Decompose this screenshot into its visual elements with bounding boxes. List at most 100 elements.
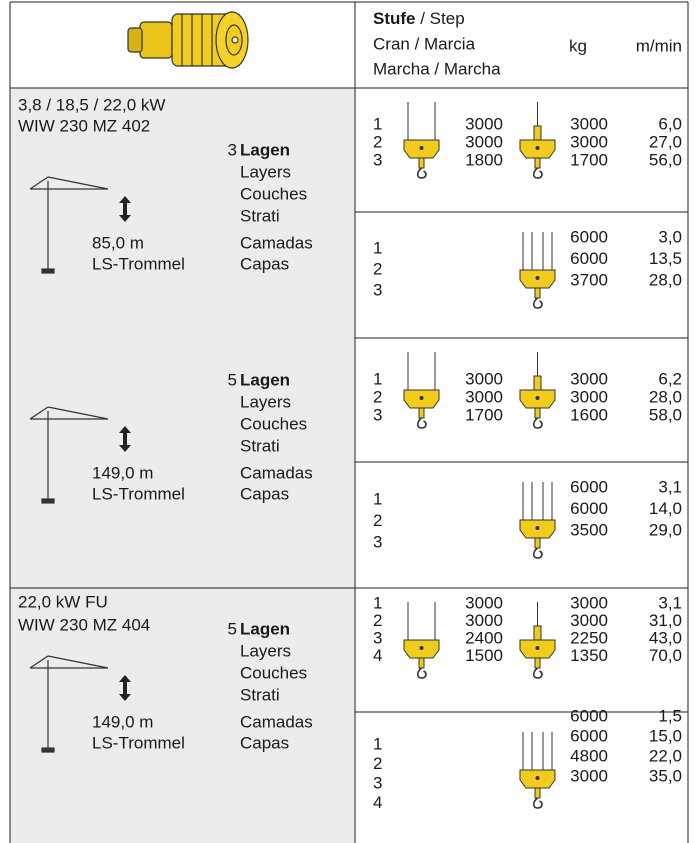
speed: 43,0 [649, 628, 682, 647]
step: 3 [373, 150, 382, 169]
header-cran: Cran / Marcia [373, 34, 476, 53]
step: 3 [373, 532, 382, 551]
load: 2250 [570, 628, 608, 647]
step: 1 [373, 238, 382, 257]
step: 2 [373, 259, 382, 278]
load-2-fall: 3000 [465, 369, 503, 388]
drum: LS-Trommel [92, 733, 185, 752]
step: 4 [373, 646, 382, 665]
layers-count: 5 [228, 370, 237, 389]
block-pin [536, 277, 539, 280]
hook-shank [535, 288, 540, 298]
top-sheave [534, 126, 541, 140]
layers-label: Strati [240, 206, 280, 225]
crane-base [42, 499, 54, 503]
speed: 27,0 [649, 132, 682, 151]
step: 2 [373, 387, 382, 406]
speed: 6,0 [658, 114, 682, 133]
step: 2 [373, 754, 382, 773]
layers-count: 5 [228, 619, 237, 638]
speed: 56,0 [649, 150, 682, 169]
load: 1350 [570, 646, 608, 665]
power: 22,0 kW FU [18, 592, 108, 611]
speed: 14,0 [649, 499, 682, 518]
hook-block-icon [404, 102, 439, 178]
layers-label-de: Lagen [240, 619, 290, 638]
step: 1 [373, 489, 382, 508]
power: 3,8 / 18,5 / 22,0 kW [18, 95, 165, 114]
hook-shank [419, 658, 424, 668]
step: 2 [373, 511, 382, 530]
load: 6000 [570, 227, 608, 246]
model: WIW 230 MZ 404 [18, 615, 150, 634]
hook [534, 798, 542, 808]
layers-label-de: Lagen [240, 140, 290, 159]
load: 3000 [570, 387, 608, 406]
layers-label: Capas [240, 254, 289, 273]
layers-label: Couches [240, 414, 307, 433]
step: 3 [373, 280, 382, 299]
step: 1 [373, 369, 382, 388]
spec-table: Stufe / Step Cran / Marcia kg m/min Marc… [0, 0, 697, 843]
layers-label: Layers [240, 162, 291, 181]
block-pin [420, 397, 423, 400]
hook [534, 548, 542, 558]
load-2-fall: 1700 [465, 405, 503, 424]
layers-label: Camadas [240, 233, 313, 252]
hook-shank [419, 408, 424, 418]
hook-block-icon [520, 352, 555, 428]
header-stufe: Stufe [373, 9, 416, 28]
step: 3 [373, 628, 382, 647]
hook-block-icon [404, 602, 439, 678]
step: 1 [373, 734, 382, 753]
block-pin [536, 647, 539, 650]
speed: 3,1 [658, 593, 682, 612]
hook-shank [535, 538, 540, 548]
load: 3000 [570, 611, 608, 630]
speed: 22,0 [649, 746, 682, 765]
block-pin [536, 527, 539, 530]
speed: 58,0 [649, 405, 682, 424]
hook [418, 668, 426, 678]
load: 6000 [570, 706, 608, 725]
rope-length: 149,0 m [92, 463, 153, 482]
load-2-fall: 3000 [465, 593, 503, 612]
hook-block-icon [520, 102, 555, 178]
layers-label: Capas [240, 733, 289, 752]
crane-base [42, 269, 54, 273]
layers-label: Couches [240, 184, 307, 203]
load: 3000 [570, 132, 608, 151]
drum: LS-Trommel [92, 484, 185, 503]
speed: 28,0 [649, 387, 682, 406]
load-2-fall: 3000 [465, 114, 503, 133]
step: 1 [373, 114, 382, 133]
load-2-fall: 2400 [465, 628, 503, 647]
layers-label: Layers [240, 641, 291, 660]
layers-label: Camadas [240, 463, 313, 482]
load-2-fall: 3000 [465, 132, 503, 151]
top-sheave [534, 376, 541, 390]
header-step: Stufe / Step [373, 9, 465, 28]
hook-shank [535, 408, 540, 418]
block-pin [536, 777, 539, 780]
layers-label: Strati [240, 436, 280, 455]
speed: 3,1 [658, 477, 682, 496]
top-sheave [534, 626, 541, 640]
load-2-fall: 3000 [465, 611, 503, 630]
hook-block-icon [520, 482, 555, 558]
load: 1600 [570, 405, 608, 424]
hook-shank [535, 658, 540, 668]
step: 2 [373, 132, 382, 151]
hook [418, 168, 426, 178]
layers-label-de: Lagen [240, 370, 290, 389]
layers-label: Camadas [240, 712, 313, 731]
layers-label: Strati [240, 685, 280, 704]
load: 6000 [570, 726, 608, 745]
speed: 1,5 [658, 706, 682, 725]
load-2-fall: 1800 [465, 150, 503, 169]
load: 6000 [570, 499, 608, 518]
winch-icon [128, 12, 248, 68]
load: 6000 [570, 249, 608, 268]
load: 3000 [570, 369, 608, 388]
load-2-fall: 3000 [465, 387, 503, 406]
